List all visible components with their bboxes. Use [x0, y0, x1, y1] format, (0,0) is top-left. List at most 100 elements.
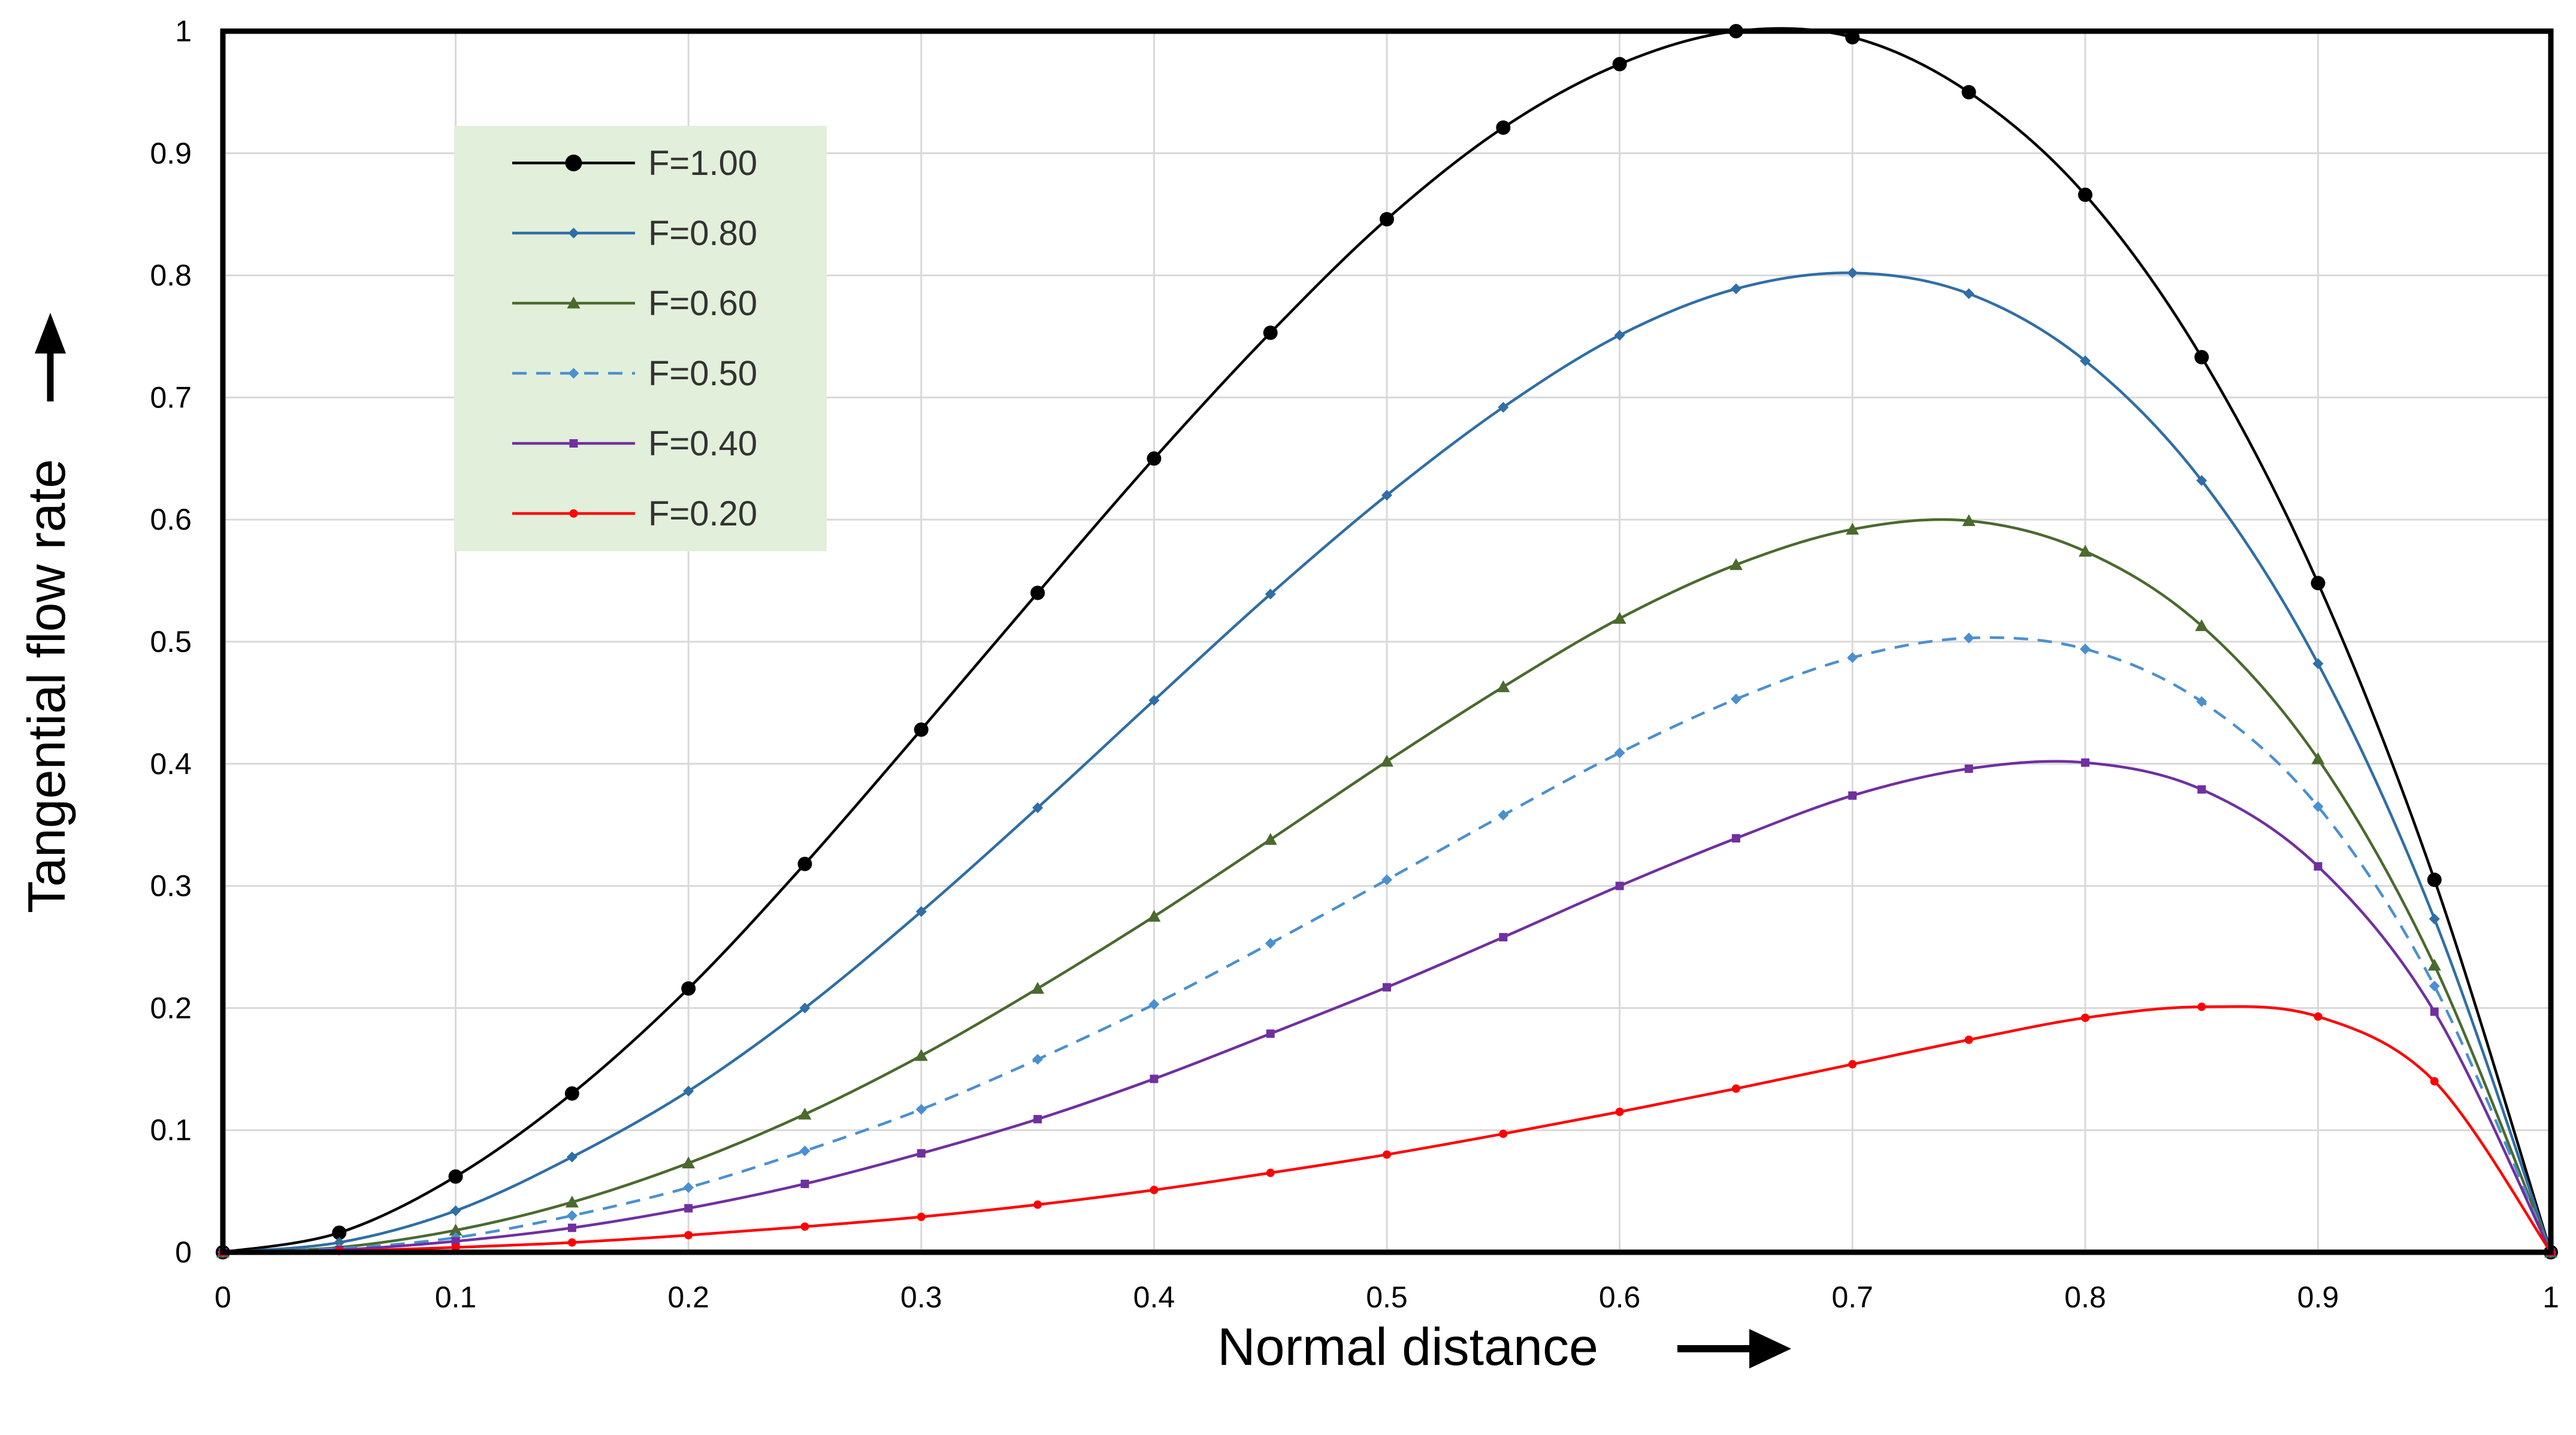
data-point — [2314, 1012, 2323, 1021]
y-tick-label: 0.9 — [150, 137, 192, 170]
data-point — [800, 1222, 809, 1231]
legend-label: F=0.50 — [648, 354, 757, 393]
legend-item: F=0.20 — [512, 494, 757, 533]
legend-marker — [569, 509, 578, 518]
data-point — [1381, 874, 1392, 886]
series-layer — [216, 24, 2558, 1259]
data-point — [2196, 696, 2208, 707]
x-tick-label: 0.5 — [1366, 1280, 1408, 1314]
data-point — [681, 981, 696, 996]
data-point — [1147, 910, 1161, 922]
data-point — [1147, 451, 1162, 466]
data-point — [1381, 490, 1392, 501]
legend-marker — [569, 439, 578, 448]
data-point — [2196, 475, 2208, 486]
data-point — [2312, 658, 2324, 669]
x-tick-label: 0.1 — [435, 1280, 477, 1314]
data-point — [684, 1231, 693, 1240]
data-point — [332, 1225, 347, 1240]
data-point — [1032, 802, 1044, 814]
data-point — [1265, 938, 1276, 949]
data-point — [1032, 1053, 1044, 1065]
data-point — [1263, 325, 1278, 340]
data-point — [1847, 652, 1858, 663]
data-point — [1731, 1084, 1740, 1093]
data-point — [917, 1149, 926, 1158]
data-point — [2430, 1077, 2439, 1086]
data-point — [1498, 809, 1509, 821]
data-point — [564, 1086, 579, 1101]
data-point — [682, 1156, 696, 1169]
data-point — [683, 1182, 694, 1193]
data-point — [1030, 585, 1045, 600]
legend-item: F=1.00 — [512, 144, 757, 183]
data-point — [1615, 881, 1624, 890]
data-point — [451, 1243, 460, 1252]
legend-item: F=0.60 — [512, 284, 757, 323]
data-point — [1614, 747, 1625, 759]
x-tick-label: 0.2 — [667, 1280, 709, 1314]
data-point — [451, 1237, 460, 1246]
data-point — [1266, 1168, 1275, 1177]
y-tick-label: 0.4 — [150, 747, 192, 781]
data-point — [1731, 834, 1740, 843]
data-point — [2312, 801, 2324, 812]
y-tick-label: 0 — [175, 1235, 192, 1269]
legend-label: F=0.20 — [648, 494, 757, 533]
data-point — [2197, 1002, 2206, 1011]
data-point — [1964, 764, 1973, 773]
x-axis-ticks: 0 0.1 0.2 0.3 0.4 0.5 0.6 0.7 0.8 0.9 1 — [214, 1280, 2559, 1314]
series-line — [222, 27, 2553, 1254]
data-point — [1150, 1186, 1159, 1195]
legend-label: F=0.40 — [648, 424, 757, 463]
data-point — [915, 906, 927, 917]
data-point — [1148, 999, 1160, 1010]
data-point — [1612, 57, 1627, 72]
x-tick-label: 0.3 — [900, 1280, 942, 1314]
data-point — [450, 1205, 461, 1216]
y-tick-label: 0.7 — [150, 380, 192, 414]
data-point — [1730, 283, 1741, 295]
legend-item: F=0.40 — [512, 424, 757, 463]
data-point — [2430, 1007, 2439, 1016]
data-point — [2194, 350, 2209, 365]
legend-item: F=0.50 — [512, 354, 757, 393]
y-tick-label: 1 — [175, 14, 192, 48]
data-point — [1961, 84, 1976, 99]
data-point — [1496, 120, 1511, 135]
series-line — [222, 760, 2553, 1254]
data-point — [2429, 913, 2440, 925]
data-point — [1380, 754, 1393, 767]
data-point — [2197, 785, 2206, 794]
y-tick-label: 0.1 — [150, 1113, 192, 1147]
y-tick-label: 0.5 — [150, 625, 192, 658]
data-point — [683, 1085, 694, 1096]
data-point — [1383, 983, 1391, 992]
data-point — [1265, 588, 1276, 600]
data-point — [1499, 933, 1508, 942]
legend-marker — [565, 155, 582, 171]
y-tick-label: 0.6 — [150, 503, 192, 536]
series-F=0.20 — [219, 1002, 2555, 1256]
plot-area-border — [220, 28, 2554, 1255]
legend-marker — [568, 228, 579, 238]
x-axis-arrow-icon — [1677, 1329, 1791, 1368]
data-point — [567, 1238, 576, 1247]
series-line — [222, 518, 2553, 1254]
data-point — [798, 1107, 812, 1120]
data-point — [1383, 1150, 1391, 1159]
x-tick-label: 0 — [214, 1280, 231, 1314]
data-point — [1148, 694, 1160, 706]
series-F=0.60 — [216, 514, 2557, 1258]
data-point — [2081, 758, 2090, 767]
data-point — [1962, 514, 1976, 527]
legend-background — [454, 126, 827, 551]
data-point — [1380, 212, 1394, 226]
data-point — [1499, 1129, 1508, 1138]
legend-label: F=0.80 — [648, 214, 757, 253]
data-point — [2078, 188, 2093, 203]
data-point — [1963, 288, 1975, 300]
legend-label: F=0.60 — [648, 284, 757, 323]
legend: F=1.00 F=0.80 F=0.60 F=0.50 F=0.40 F=0.20 — [454, 126, 827, 551]
series-line — [222, 271, 2553, 1254]
